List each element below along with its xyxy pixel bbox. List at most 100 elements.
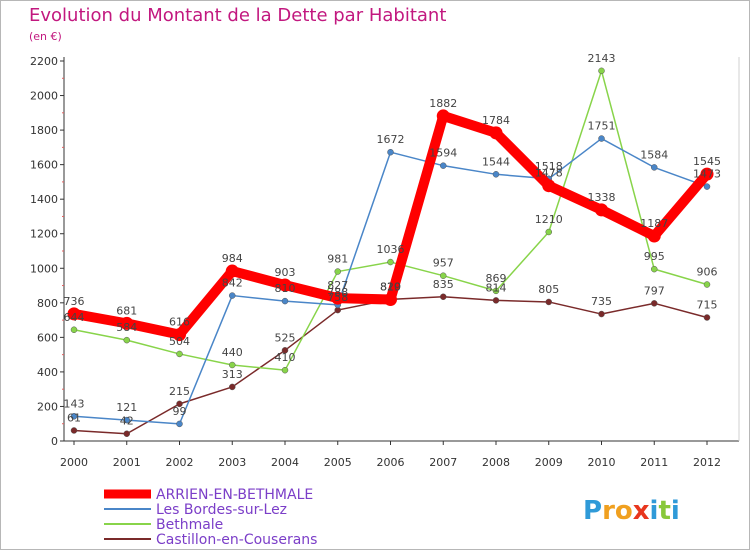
data-label: 42 (120, 415, 134, 428)
y-tick-label: 1800 (30, 124, 58, 137)
data-label: 1751 (588, 120, 616, 133)
data-point (387, 148, 394, 156)
data-point (173, 328, 186, 342)
data-label: 903 (275, 266, 296, 279)
data-point (70, 413, 78, 420)
data-point (229, 292, 236, 299)
data-label: 758 (327, 291, 348, 304)
data-point (598, 310, 605, 318)
data-point (331, 291, 345, 305)
data-label: 1594 (429, 147, 457, 160)
data-label: 819 (380, 281, 401, 294)
x-tick-label: 2001 (113, 456, 141, 469)
data-point (647, 229, 661, 243)
logo-letter: P (583, 496, 602, 526)
data-label: 715 (697, 299, 718, 312)
data-point (545, 228, 552, 236)
legend-label: Bethmale (156, 517, 223, 533)
x-tick-label: 2003 (218, 456, 246, 469)
data-label: 121 (116, 401, 137, 414)
data-label: 1544 (482, 155, 510, 168)
y-tick-label: 800 (37, 297, 58, 310)
y-tick-label: 1400 (30, 193, 58, 206)
data-label: 842 (222, 277, 243, 290)
series-layer (67, 67, 714, 437)
x-tick-label: 2008 (482, 456, 510, 469)
y-tick-label: 400 (37, 366, 58, 379)
x-tick-label: 2010 (588, 456, 616, 469)
data-label: 644 (64, 311, 85, 324)
data-point (492, 287, 500, 295)
y-tick-label: 2200 (30, 55, 58, 68)
data-point (229, 383, 236, 391)
proxiti-logo: Proxiti (583, 496, 680, 526)
data-label: 957 (433, 257, 454, 270)
data-label: 525 (275, 331, 296, 344)
data-label: 981 (327, 253, 348, 266)
data-label: 1882 (429, 97, 457, 110)
data-label: 1187 (640, 217, 668, 230)
data-point (489, 126, 503, 140)
data-point (229, 361, 236, 369)
data-point (123, 430, 130, 437)
data-point (123, 416, 130, 424)
data-point (436, 109, 450, 123)
data-point (492, 171, 500, 178)
y-tick-label: 1000 (30, 262, 58, 275)
data-label: 1518 (535, 160, 563, 173)
data-point (700, 167, 714, 181)
data-label: 1584 (640, 148, 668, 161)
data-point (651, 164, 658, 171)
data-label: 410 (275, 351, 296, 364)
y-tick-label: 600 (37, 331, 58, 344)
data-label: 1545 (693, 155, 721, 168)
data-point (651, 300, 658, 307)
data-point (542, 179, 556, 193)
data-label: 2143 (588, 52, 616, 65)
legend-label: Les Bordes-sur-Lez (156, 502, 287, 518)
data-label: 1473 (693, 168, 721, 181)
x-tick-label: 2002 (166, 456, 194, 469)
data-label: 1672 (377, 133, 405, 146)
data-point (225, 264, 239, 278)
data-label: 1478 (535, 167, 563, 180)
data-point (67, 307, 81, 321)
data-label: 584 (116, 321, 137, 334)
data-point (70, 326, 78, 334)
data-label: 61 (67, 411, 81, 424)
data-labels-layer: 61 42 215 313 525 758 820 835 814 805 735 797 715 644… (64, 52, 722, 428)
data-label: 814 (486, 281, 507, 294)
data-point (70, 427, 78, 434)
x-tick-label: 2000 (60, 456, 88, 469)
logo-letter: i (671, 496, 680, 526)
legend-label: ARRIEN-EN-BETHMALE (156, 487, 313, 503)
data-label: 1036 (377, 243, 405, 256)
data-label: 984 (222, 252, 243, 265)
legend-label: Castillon-en-Couserans (156, 532, 317, 548)
data-label: 1210 (535, 213, 563, 226)
data-label: 788 (327, 286, 348, 299)
data-point (281, 297, 289, 305)
data-point (278, 278, 292, 292)
data-label: 1338 (588, 191, 616, 204)
data-label: 313 (222, 368, 243, 381)
logo-letter: r (602, 496, 615, 526)
data-label: 504 (169, 335, 190, 348)
data-point (545, 298, 552, 306)
data-label: 681 (116, 304, 137, 317)
data-point (703, 183, 711, 190)
data-point (440, 162, 447, 169)
data-point (651, 265, 658, 273)
chart-axes: 0 200 400 600 800 1000 1200 1400 1600 1800 2000 220… (30, 55, 740, 469)
logo-letter: t (658, 496, 670, 526)
data-point (384, 293, 397, 307)
data-point (176, 350, 183, 358)
logo-letter: o (615, 496, 633, 526)
data-point (176, 400, 183, 408)
x-tick-label: 2006 (377, 456, 405, 469)
x-tick-label: 2007 (429, 456, 457, 469)
y-tick-label: 0 (51, 435, 58, 448)
